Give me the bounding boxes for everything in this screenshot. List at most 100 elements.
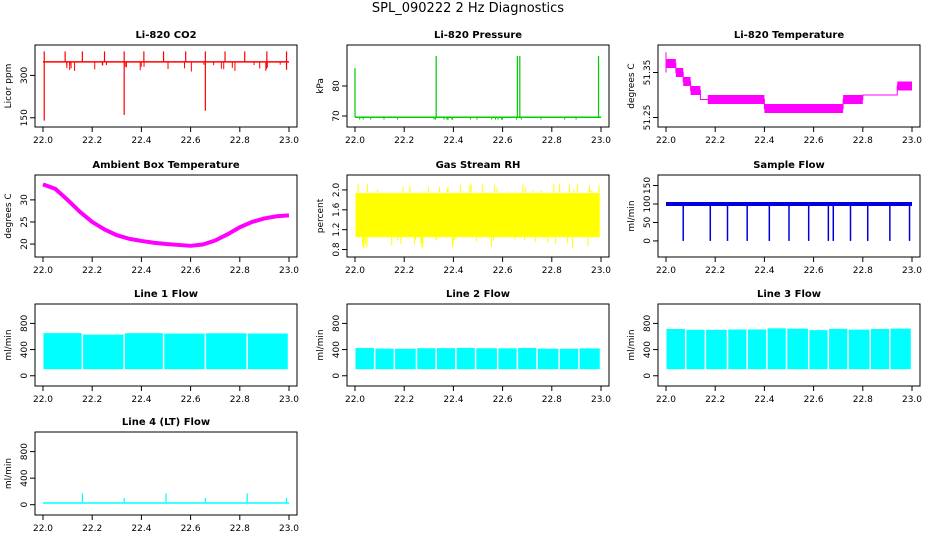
noise-block	[707, 95, 765, 104]
y-tick-label: 0	[20, 373, 30, 379]
x-tick-label: 22.4	[443, 395, 463, 405]
x-tick-label: 22.8	[230, 395, 250, 405]
chart-title-temperature: Li-820 Temperature	[734, 30, 844, 41]
x-tick-label: 22.0	[656, 136, 676, 146]
band-segment	[559, 348, 579, 370]
x-tick-label: 22.8	[853, 136, 873, 146]
band-segment	[728, 329, 747, 370]
chart-co2: Li-820 CO2 Licor ppm 22.0 22.2 22.4 22.6 22.8 2…	[4, 30, 299, 146]
series-pressure	[354, 56, 601, 120]
x-tick-label: 23.0	[902, 266, 922, 276]
y-axis-label-line1: ml/min	[4, 329, 14, 360]
y-axis-label-line4: ml/min	[4, 458, 14, 489]
x-tick-label: 22.6	[804, 395, 824, 405]
band-segment	[890, 328, 911, 370]
y-tick-label: 20	[20, 238, 30, 250]
x-tick-label: 22.4	[131, 266, 151, 276]
noise-block	[690, 86, 701, 95]
x-tick-label: 22.6	[181, 136, 201, 146]
x-tick-label: 22.8	[230, 136, 250, 146]
x-tick-label: 23.0	[279, 395, 299, 405]
temperature-line	[666, 63, 912, 109]
y-tick-label: 800	[20, 315, 30, 332]
noise-block	[666, 59, 676, 68]
x-tick-label: 22.4	[131, 524, 151, 534]
y-tick-label: 51.35	[643, 60, 653, 86]
x-tick-label: 23.0	[902, 136, 922, 146]
x-tick-label: 22.0	[33, 395, 53, 405]
y-tick-label: 150	[643, 177, 653, 194]
x-tick-label: 23.0	[902, 395, 922, 405]
series-line2	[355, 347, 600, 370]
band-segment	[809, 330, 828, 370]
band-segment	[247, 333, 288, 370]
x-tick-label: 22.2	[82, 136, 102, 146]
series-line4	[43, 493, 289, 504]
y-tick-label: 2.0	[332, 183, 342, 198]
y-axis-label-line2: ml/min	[316, 329, 326, 360]
chart-title-line3: Line 3 Flow	[757, 289, 821, 300]
band-segment	[43, 333, 82, 370]
chart-line1: Line 1 Flow ml/min 22.0 22.2 22.4 22.6 22.8 23.…	[4, 289, 299, 405]
y-tick-label: 50	[643, 216, 653, 228]
chart-title-sample: Sample Flow	[753, 160, 825, 171]
x-tick-label: 23.0	[279, 136, 299, 146]
y-axis-label-co2: Licor ppm	[4, 64, 14, 109]
y-tick-label: 800	[332, 315, 342, 332]
band-segment	[375, 348, 394, 370]
plot-frame	[346, 303, 610, 387]
band-segment	[787, 328, 808, 370]
band-segment	[476, 348, 497, 370]
x-tick-label: 22.6	[181, 524, 201, 534]
page-title: SPL_090222 2 Hz Diagnostics	[371, 1, 565, 16]
x-tick-label: 22.4	[443, 266, 463, 276]
x-tick-label: 23.0	[279, 266, 299, 276]
x-tick-label: 22.2	[394, 395, 414, 405]
x-tick-label: 22.6	[181, 266, 201, 276]
y-tick-label: 1.2	[332, 222, 342, 236]
y-axis-label-pressure: kPa	[316, 78, 326, 94]
y-tick-label: 0	[332, 373, 342, 379]
band-segment	[498, 348, 517, 370]
band-segment	[829, 328, 848, 370]
x-tick-label: 22.8	[230, 266, 250, 276]
band-segment	[870, 328, 890, 370]
x-tick-label: 22.2	[82, 395, 102, 405]
y-tick-label: 30	[20, 194, 30, 206]
x-tick-label: 22.4	[754, 266, 774, 276]
chart-line4: Line 4 (LT) Flow ml/min 22.0 22.2 22.4 22.6 22…	[4, 417, 299, 534]
y-tick-label: 70	[332, 110, 342, 122]
chart-sample: Sample Flow ml/min 22.0 22.2 22.4 22.6 22.8 23.…	[627, 160, 922, 276]
series-sample	[666, 202, 912, 241]
y-tick-label: 0	[643, 373, 653, 379]
x-tick-label: 22.6	[181, 395, 201, 405]
y-tick-label: 100	[643, 195, 653, 212]
chart-title-co2: Li-820 CO2	[135, 30, 196, 41]
x-tick-label: 22.2	[705, 266, 725, 276]
band-segment	[747, 329, 767, 370]
x-tick-label: 22.2	[705, 395, 725, 405]
x-tick-label: 22.0	[33, 266, 53, 276]
chart-line3: Line 3 Flow ml/min 22.0 22.2 22.4 22.6 22.8 23.…	[627, 289, 922, 405]
band-segment	[666, 328, 685, 370]
x-tick-label: 22.0	[345, 266, 365, 276]
x-tick-label: 22.8	[542, 136, 562, 146]
series-rh	[355, 183, 600, 249]
band-segment	[355, 193, 600, 238]
series-line1	[43, 333, 288, 370]
series-ambient	[42, 182, 290, 248]
x-tick-label: 22.0	[656, 395, 676, 405]
band-segment	[848, 329, 870, 370]
y-tick-label: 400	[643, 341, 653, 358]
y-tick-label: 51.25	[643, 105, 653, 131]
y-tick-label: 400	[332, 341, 342, 358]
x-tick-label: 22.0	[33, 524, 53, 534]
x-tick-label: 22.0	[345, 136, 365, 146]
x-tick-label: 22.8	[853, 266, 873, 276]
chart-ambient: Ambient Box Temperature degrees C 22.0 22.2…	[4, 160, 299, 276]
band-segment	[417, 348, 436, 370]
x-tick-label: 22.2	[82, 266, 102, 276]
x-tick-label: 22.4	[443, 136, 463, 146]
band-segment	[518, 347, 537, 370]
